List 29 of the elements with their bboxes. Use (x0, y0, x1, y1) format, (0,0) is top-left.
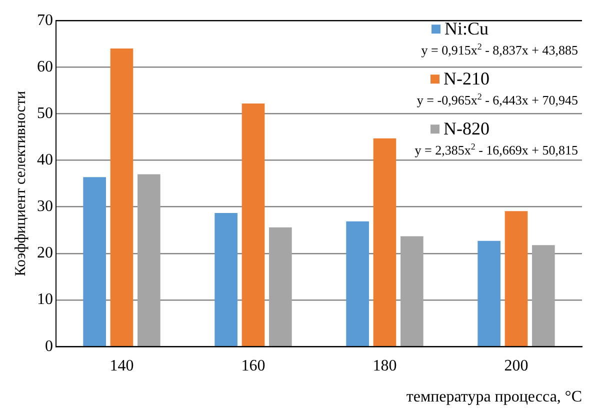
x-tick-label: 160 (241, 357, 266, 374)
bar (214, 212, 238, 346)
bar (504, 211, 528, 346)
bar (110, 48, 134, 346)
y-tick-label: 10 (37, 291, 53, 308)
y-tick-label: 60 (37, 58, 53, 76)
legend-label: Ni:Cu (444, 18, 489, 39)
y-axis-title: Коэффициент селективности (12, 90, 29, 276)
x-axis-title: температура процесса, °C (406, 388, 582, 406)
y-tick-label: 30 (37, 198, 53, 216)
y-tick-label: 0 (45, 338, 53, 355)
y-tick-label: 20 (37, 244, 53, 262)
legend-label: N-210 (444, 68, 490, 89)
x-tick-label: 180 (372, 357, 397, 374)
bar (478, 240, 500, 346)
bar (138, 174, 160, 346)
bar (400, 236, 424, 346)
bar (346, 221, 369, 346)
bar (83, 177, 106, 346)
bar (373, 138, 396, 346)
bar (269, 227, 292, 346)
x-tick-label: 200 (504, 357, 528, 374)
x-tick-label: 140 (110, 357, 134, 374)
bar (242, 103, 265, 346)
y-tick-label: 40 (37, 152, 53, 169)
legend-label: N-820 (444, 118, 490, 139)
bar (532, 245, 555, 346)
y-tick-label: 70 (37, 12, 53, 29)
y-tick-label: 50 (37, 104, 53, 122)
